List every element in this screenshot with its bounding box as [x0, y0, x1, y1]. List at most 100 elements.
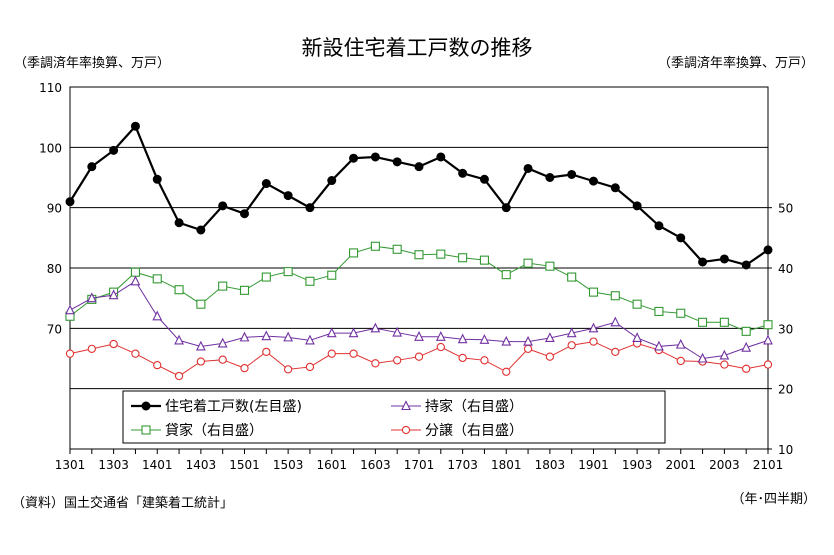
- data-point: [589, 337, 598, 346]
- data-point: [741, 260, 751, 270]
- data-point: [326, 327, 337, 338]
- data-point: [501, 270, 511, 280]
- data-point: [742, 364, 751, 373]
- data-point: [196, 225, 206, 235]
- legend-marker: [401, 400, 411, 411]
- data-point: [697, 352, 708, 363]
- data-point: [763, 320, 773, 330]
- data-point: [392, 157, 402, 167]
- legend-label: 住宅着工戸数(左目盛): [165, 399, 302, 415]
- legend-marker: [141, 401, 151, 411]
- data-point: [567, 169, 577, 179]
- data-point: [698, 257, 708, 267]
- data-point: [109, 145, 119, 155]
- data-point: [544, 332, 555, 343]
- x-tick-label: 2001: [665, 458, 696, 472]
- data-point: [502, 367, 511, 376]
- data-point: [719, 349, 730, 360]
- data-point: [283, 331, 294, 342]
- y-left-tick-label: 70: [47, 322, 62, 336]
- data-point: [436, 152, 446, 162]
- data-point: [567, 272, 577, 282]
- data-point: [566, 327, 577, 338]
- data-point: [196, 299, 206, 309]
- data-point: [480, 356, 489, 365]
- data-point: [588, 287, 599, 297]
- data-point: [152, 174, 162, 184]
- y-left-tick-label: 110: [39, 81, 62, 95]
- data-point: [153, 360, 162, 370]
- data-point: [457, 333, 468, 344]
- data-point: [763, 334, 773, 345]
- legend-label: 持家（右目盛）: [425, 398, 523, 415]
- data-point: [218, 355, 227, 364]
- data-point: [327, 270, 337, 280]
- y-left-tick-label: 100: [39, 141, 62, 155]
- data-point: [589, 176, 598, 186]
- data-point: [327, 176, 337, 186]
- legend-label: 分譲（右目盛）: [425, 423, 523, 439]
- x-tick-label: 2101: [753, 458, 784, 472]
- data-point: [152, 310, 163, 321]
- data-point: [479, 334, 490, 344]
- data-point: [676, 356, 685, 366]
- data-point: [349, 153, 359, 163]
- data-point: [545, 261, 555, 271]
- data-point: [283, 365, 293, 374]
- data-point: [261, 272, 271, 282]
- y-right-tick-label: 20: [778, 383, 793, 397]
- data-point: [414, 162, 424, 172]
- data-point: [174, 371, 184, 381]
- data-point: [501, 335, 512, 346]
- data-point: [523, 344, 533, 353]
- data-point: [240, 364, 249, 373]
- data-point: [654, 221, 664, 231]
- y-right-tick-label: 10: [778, 443, 793, 457]
- legend-marker: [141, 425, 151, 435]
- data-point: [370, 322, 381, 333]
- data-point: [458, 353, 467, 363]
- data-point: [261, 179, 271, 189]
- data-point: [195, 340, 206, 351]
- data-point: [305, 203, 315, 213]
- data-point: [305, 362, 315, 372]
- data-point: [283, 267, 293, 277]
- x-tick-label: 1501: [229, 458, 260, 472]
- y-left-tick-label: 80: [47, 262, 62, 276]
- data-point: [719, 317, 729, 327]
- data-point: [218, 201, 228, 211]
- data-point: [567, 341, 576, 350]
- x-tick-label: 1903: [622, 458, 653, 472]
- data-point: [239, 285, 250, 295]
- left-axis-unit: （季調済年率換算、万戸）: [14, 56, 171, 71]
- right-axis-unit: （季調済年率換算、万戸）: [657, 56, 814, 71]
- data-point: [87, 162, 97, 172]
- x-tick-label: 1303: [98, 458, 129, 472]
- source-note: （資料）国土交通省「建築着工統計」: [12, 496, 234, 511]
- data-point: [479, 174, 489, 184]
- data-point: [65, 349, 75, 358]
- data-point: [588, 322, 599, 333]
- data-point: [240, 209, 249, 219]
- data-point: [698, 317, 708, 327]
- x-axis-label: （年･四半期）: [731, 492, 816, 507]
- x-tick-label: 1803: [535, 458, 566, 472]
- data-point: [349, 349, 358, 358]
- y-left-tick-label: 90: [47, 202, 62, 216]
- x-tick-label: 1301: [55, 458, 86, 472]
- data-point: [371, 359, 380, 368]
- data-point: [741, 326, 751, 336]
- data-point: [632, 299, 642, 309]
- data-point: [720, 360, 729, 369]
- data-point: [741, 341, 752, 352]
- data-point: [523, 258, 533, 268]
- data-point: [763, 245, 773, 255]
- x-tick-label: 1603: [360, 458, 391, 472]
- data-point: [675, 338, 686, 349]
- data-point: [763, 360, 773, 369]
- data-point: [130, 275, 141, 286]
- data-point: [174, 334, 184, 345]
- data-point: [545, 173, 555, 182]
- x-tick-label: 1601: [316, 458, 347, 472]
